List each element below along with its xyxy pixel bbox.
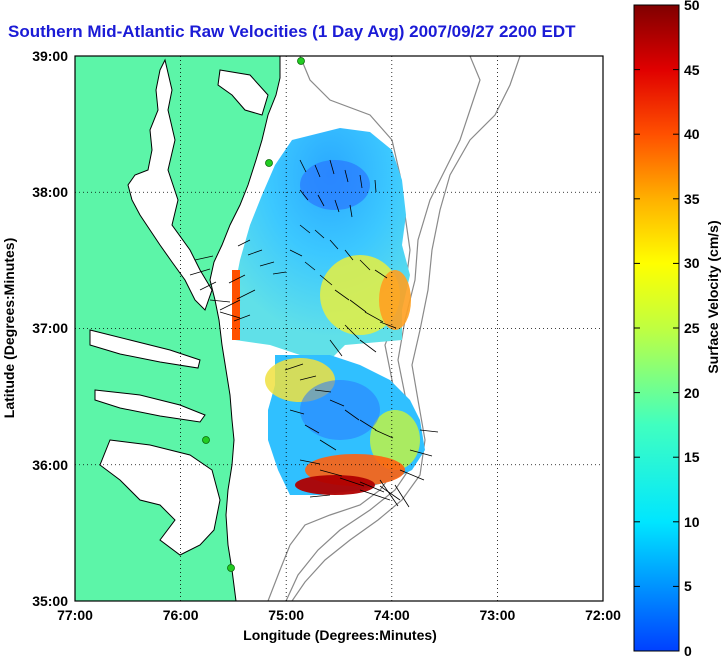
x-tick-label: 76:00 [163, 607, 199, 623]
colorbar-gradient [633, 4, 680, 652]
x-tick-labels: 77:00 76:00 75:00 74:00 73:00 72:00 [57, 607, 621, 623]
colorbar-tick-label: 25 [684, 320, 700, 336]
y-tick-label: 35:00 [32, 593, 68, 609]
y-axis-label: Latitude (Degrees:Minutes) [1, 238, 17, 418]
chesapeake-bay [127, 58, 213, 311]
station-markers [202, 57, 305, 572]
colorbar-ticks [634, 4, 679, 587]
river-estuary [89, 329, 201, 369]
map-grid [75, 56, 603, 601]
x-tick-label: 75:00 [268, 607, 304, 623]
colorbar-tick-label: 5 [684, 578, 692, 594]
colorbar-tick-labels: 50 45 40 35 30 25 20 15 10 5 0 [684, 0, 700, 659]
colorbar-label: Surface Velocity (cm/s) [705, 220, 721, 373]
velocity-field [232, 128, 425, 495]
pamlico-sound [99, 439, 221, 556]
y-tick-label: 37:00 [32, 320, 68, 336]
x-tick-label: 77:00 [57, 607, 93, 623]
colorbar-tick-label: 35 [684, 191, 700, 207]
colorbar-tick-label: 50 [684, 0, 700, 13]
river-estuary [94, 389, 206, 423]
colorbar-tick-label: 20 [684, 385, 700, 401]
x-axis-label: Longitude (Degrees:Minutes) [243, 627, 437, 643]
colorbar-tick-label: 30 [684, 255, 700, 271]
bathymetry-contour [285, 56, 481, 601]
bathymetry-contour [291, 56, 521, 601]
map-title: Southern Mid-Atlantic Raw Velocities (1 … [8, 22, 576, 41]
colorbar-tick-label: 40 [684, 126, 700, 142]
y-tick-label: 36:00 [32, 457, 68, 473]
delaware-bay [217, 69, 269, 116]
y-tick-labels: 39:00 38:00 37:00 36:00 35:00 [32, 48, 68, 609]
y-tick-label: 38:00 [32, 184, 68, 200]
velocity-arrows [189, 159, 439, 508]
x-tick-label: 74:00 [374, 607, 410, 623]
x-tick-label: 73:00 [479, 607, 515, 623]
colorbar: 50 45 40 35 30 25 20 15 10 5 0 Surface V… [633, 0, 721, 659]
bathymetry-contour [267, 56, 411, 601]
colorbar-tick-label: 45 [684, 62, 700, 78]
x-tick-label: 72:00 [585, 607, 621, 623]
colorbar-tick-label: 0 [684, 643, 692, 659]
y-tick-label: 39:00 [32, 48, 68, 64]
colorbar-tick-label: 15 [684, 449, 700, 465]
colorbar-tick-label: 10 [684, 514, 700, 530]
